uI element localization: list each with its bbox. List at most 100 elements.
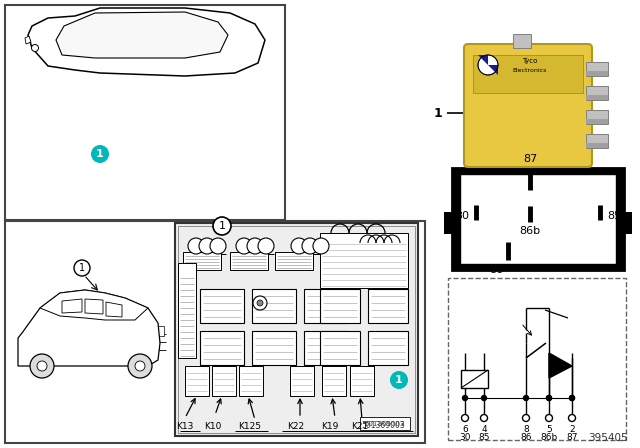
Polygon shape: [549, 353, 572, 378]
Circle shape: [522, 414, 529, 422]
Text: K22: K22: [287, 422, 305, 431]
Bar: [513, 34, 531, 48]
Circle shape: [313, 238, 329, 254]
Bar: [239, 366, 263, 396]
Circle shape: [545, 414, 552, 422]
Text: 87: 87: [523, 154, 537, 164]
Text: 501369003: 501369003: [365, 421, 405, 427]
Bar: [175, 223, 418, 436]
Circle shape: [390, 371, 408, 389]
Circle shape: [257, 300, 263, 306]
Bar: [460, 174, 616, 264]
Circle shape: [253, 296, 267, 310]
Circle shape: [210, 238, 226, 254]
Bar: [473, 55, 583, 93]
Text: Tyco: Tyco: [522, 58, 538, 64]
Bar: [290, 366, 314, 396]
Circle shape: [135, 361, 145, 371]
Bar: [230, 252, 268, 270]
Circle shape: [31, 44, 38, 52]
Text: 86: 86: [489, 265, 503, 275]
Bar: [586, 119, 608, 124]
Bar: [304, 289, 348, 323]
Text: 6: 6: [462, 425, 468, 434]
Circle shape: [481, 396, 486, 401]
Text: 1: 1: [433, 107, 442, 120]
Circle shape: [188, 238, 204, 254]
Bar: [586, 71, 608, 76]
Bar: [350, 366, 374, 396]
Bar: [461, 370, 488, 388]
Bar: [586, 143, 608, 148]
Bar: [5, 221, 425, 443]
Polygon shape: [18, 290, 160, 366]
Text: 86: 86: [520, 432, 532, 441]
Bar: [624, 212, 632, 234]
Text: K10: K10: [204, 422, 221, 431]
Bar: [444, 212, 452, 234]
Circle shape: [37, 361, 47, 371]
Polygon shape: [56, 12, 228, 58]
Circle shape: [199, 238, 215, 254]
Polygon shape: [25, 36, 31, 44]
Bar: [448, 278, 626, 440]
Bar: [320, 233, 408, 288]
Text: Electronics: Electronics: [513, 68, 547, 73]
Text: 85: 85: [607, 211, 621, 221]
Polygon shape: [488, 65, 498, 75]
Bar: [158, 326, 164, 336]
Circle shape: [247, 238, 263, 254]
Bar: [586, 86, 608, 100]
Bar: [5, 5, 285, 220]
Bar: [322, 366, 346, 396]
Circle shape: [302, 238, 318, 254]
Circle shape: [91, 145, 109, 163]
Circle shape: [258, 238, 274, 254]
Text: 4: 4: [481, 425, 487, 434]
Circle shape: [74, 260, 90, 276]
Bar: [178, 226, 415, 433]
Text: K21: K21: [351, 422, 369, 431]
Text: 395405: 395405: [588, 433, 628, 443]
Text: 87: 87: [566, 432, 578, 441]
Circle shape: [568, 414, 575, 422]
Polygon shape: [62, 299, 82, 313]
Text: 8: 8: [523, 425, 529, 434]
Circle shape: [30, 354, 54, 378]
Polygon shape: [40, 290, 148, 320]
Text: 1: 1: [218, 221, 225, 231]
Circle shape: [547, 396, 552, 401]
Text: 5: 5: [546, 425, 552, 434]
Circle shape: [570, 396, 575, 401]
Polygon shape: [28, 8, 265, 76]
Circle shape: [236, 238, 252, 254]
Bar: [320, 289, 360, 323]
Bar: [185, 366, 209, 396]
Bar: [368, 289, 408, 323]
Circle shape: [213, 217, 231, 235]
Bar: [586, 134, 608, 148]
Circle shape: [570, 396, 575, 401]
Bar: [368, 331, 408, 365]
Polygon shape: [85, 299, 103, 314]
Text: 1: 1: [79, 263, 85, 273]
Bar: [586, 110, 608, 124]
Text: 1: 1: [96, 149, 104, 159]
Text: 86b: 86b: [540, 432, 557, 441]
Bar: [183, 252, 221, 270]
Text: K13: K13: [176, 422, 194, 431]
Text: 501369003: 501369003: [361, 421, 405, 430]
Text: K125: K125: [239, 422, 262, 431]
Bar: [200, 289, 244, 323]
Bar: [252, 331, 296, 365]
Circle shape: [524, 396, 529, 401]
Circle shape: [463, 396, 467, 401]
Bar: [200, 331, 244, 365]
Text: K19: K19: [321, 422, 339, 431]
Text: 30: 30: [455, 211, 469, 221]
Text: 86b: 86b: [520, 226, 541, 236]
Bar: [360, 417, 410, 430]
FancyBboxPatch shape: [464, 44, 592, 167]
Circle shape: [291, 238, 307, 254]
Bar: [304, 331, 348, 365]
